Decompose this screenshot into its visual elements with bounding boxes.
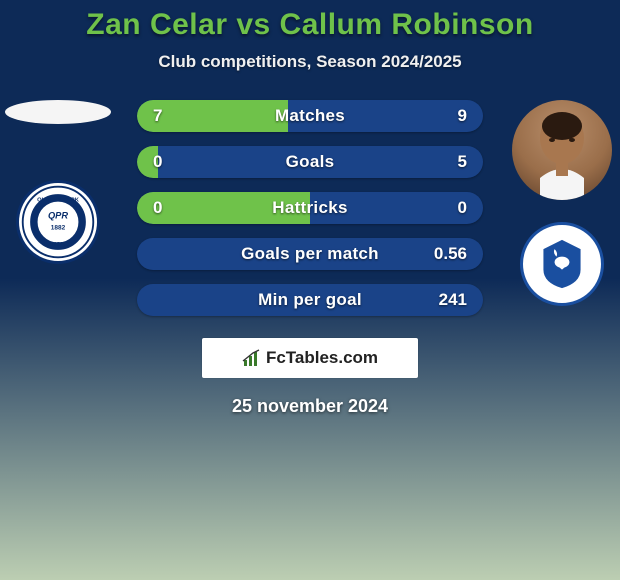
stat-value-left: 7 [137,106,189,126]
stat-value-right: 0.56 [431,244,483,264]
stat-bars: 7Matches90Goals50Hattricks0Goals per mat… [137,100,483,316]
club-year: 1882 [51,224,66,231]
brand-text: FcTables.com [266,348,378,368]
stat-bar: 7Matches9 [137,100,483,132]
stat-value-left: 0 [137,198,189,218]
brand-box: FcTables.com [202,338,418,378]
stat-label: Matches [189,106,431,126]
svg-text:QUEENS PARK: QUEENS PARK [37,198,80,204]
stat-label: Goals [189,152,431,172]
stat-label: Goals per match [189,244,431,264]
player-right-panel [512,100,612,306]
player-left-avatar [5,100,111,124]
player-right-club-badge [520,222,604,306]
stat-label: Min per goal [189,290,431,310]
stat-value-right: 5 [431,152,483,172]
player-left-panel: QUEENS PARK RANGERS QPR 1882 [8,100,108,264]
page-title: Zan Celar vs Callum Robinson [0,8,620,42]
content-area: QUEENS PARK RANGERS QPR 1882 [0,100,620,316]
player-right-avatar [512,100,612,200]
date-text: 25 november 2024 [0,396,620,417]
stat-bar: Min per goal241 [137,284,483,316]
stat-value-left: 0 [137,152,189,172]
stat-label: Hattricks [189,198,431,218]
stat-value-right: 241 [431,290,483,310]
stat-bar: Goals per match0.56 [137,238,483,270]
avatar-silhouette-icon [512,100,612,200]
cardiff-badge-icon [523,225,601,303]
qpr-badge-icon: QUEENS PARK RANGERS QPR 1882 [19,183,97,261]
stat-bar: 0Hattricks0 [137,192,483,224]
comparison-card: Zan Celar vs Callum Robinson Club compet… [0,0,620,580]
page-subtitle: Club competitions, Season 2024/2025 [0,52,620,72]
stat-value-right: 0 [431,198,483,218]
svg-text:RANGERS: RANGERS [44,242,73,248]
player-left-club-badge: QUEENS PARK RANGERS QPR 1882 [16,180,100,264]
bar-chart-icon [242,348,262,368]
stat-value-right: 9 [431,106,483,126]
stat-bar: 0Goals5 [137,146,483,178]
svg-text:QPR: QPR [48,210,68,220]
